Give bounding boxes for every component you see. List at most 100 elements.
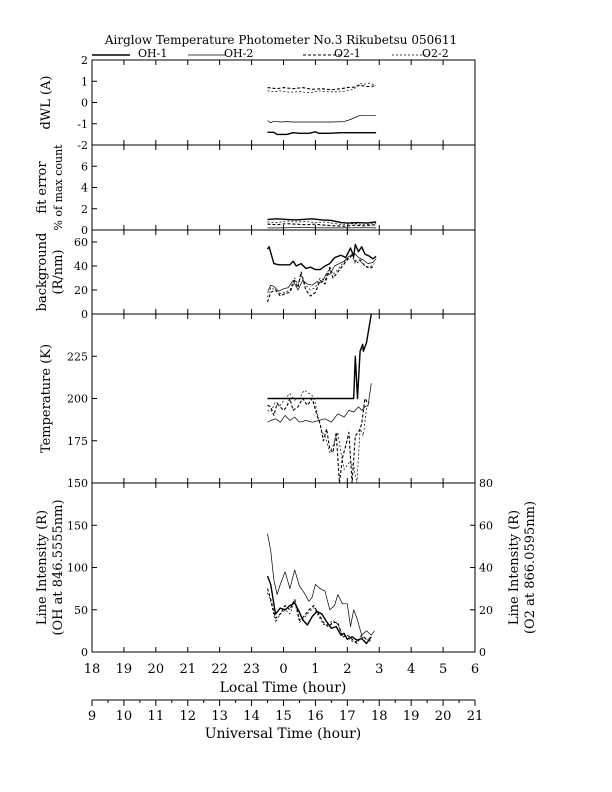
x-tick-label-local: 19 [116,662,133,677]
series-line-o2-1 [267,84,377,91]
x-tick-label-local: 5 [439,662,447,677]
series-line-o2-2 [267,220,377,226]
panel-temperature: 225 200 175 150 Temperature (K) [39,313,476,490]
panel-dwl: 2 1 0 -1 -2 dWL (A) [39,54,476,152]
y-tick-label: 0 [81,308,88,321]
y-tick-label: 20 [74,284,88,297]
x-tick-label-local: 0 [279,662,287,677]
x-tick-label-ut: 12 [179,709,196,724]
x-tick-label-local: 18 [84,662,101,677]
panel-frame [91,59,476,146]
series-line-oh-1 [266,243,377,271]
x-tick-label-ut: 10 [116,709,133,724]
y-tick-label: 225 [67,350,88,363]
figure-title: Airglow Temperature Photometer No.3 Riku… [104,33,457,47]
series-line-oh-1 [266,575,372,645]
x-tick-label-local: 6 [471,662,479,677]
panel-fit_error: 6 4 2 0 fit error% of max count [35,144,476,237]
legend-label-2: O2-1 [334,47,361,60]
x-tick-label-local: 23 [243,662,260,677]
y2-tick-label: 60 [479,519,493,532]
x-axis-label-local: Local Time (hour) [220,680,347,696]
x-tick-label-ut: 18 [371,709,388,724]
x-tick-label-ut: 20 [435,709,452,724]
x-tick-label-ut: 13 [211,709,228,724]
x-tick-label-ut: 11 [148,709,165,724]
x-tick-label-ut: 14 [243,709,260,724]
x-tick-label-local: 2 [343,662,351,677]
y-axis-label-2: (OH at 846.5555nm) [51,499,66,635]
y-axis-label: dWL (A) [39,76,54,130]
legend: OH-1 OH-2 O2-1 O2-2 [92,47,449,60]
series-line-oh-2 [267,533,375,636]
y-tick-label: -2 [77,139,88,152]
panel-background: 60 40 20 0 background (R/nm) [35,229,476,321]
series-line-oh-2 [267,253,377,293]
y-axis-label: Line Intensity (R) [35,510,50,625]
y-tick-label: 1 [81,75,88,88]
y-tick-label: 2 [81,54,88,67]
x-tick-label-local: 22 [211,662,228,677]
y2-tick-label: 40 [479,562,493,575]
y-axis-label-2: (R/nm) [51,249,66,294]
y-tick-label: 0 [81,646,88,659]
y-tick-label: 4 [81,182,88,195]
y-tick-label: 150 [67,477,88,490]
x-tick-label-local: 3 [375,662,383,677]
x-axis-label-ut: Universal Time (hour) [205,726,362,742]
y-tick-label: 2 [81,203,88,216]
panel-frame [91,229,476,315]
x-tick-label-local: 1 [311,662,319,677]
series-line-oh-2 [267,114,377,124]
series-line-o2-2 [267,256,375,298]
series-line-oh-1 [267,218,377,224]
series-line-o2-1 [267,223,377,227]
x-tick-label-ut: 16 [307,709,324,724]
legend-label-1: OH-2 [224,47,253,60]
series-line-oh-1 [267,131,377,136]
y-axis-label: background [35,233,50,312]
y-tick-label: 0 [81,97,88,110]
series-line-o2-1 [266,588,372,645]
x-tick-label-local: 4 [407,662,415,677]
y2-tick-label: 20 [479,604,493,617]
y-axis-label-2: % of max count [52,144,65,231]
series-line-oh-1 [267,313,372,400]
y-tick-label: 200 [67,393,88,406]
y2-axis-label-2: (O2 at 866.0595nm) [523,501,538,634]
series-line-o2-2 [267,82,377,94]
x-tick-label-ut: 17 [339,709,356,724]
y-axis-label: fit error [35,161,50,214]
y-tick-label: 6 [81,160,88,173]
panel-frame [91,144,476,231]
legend-label-0: OH-1 [138,47,167,60]
y-tick-label: -1 [77,118,88,131]
x-tick-label-local: 21 [179,662,196,677]
series-line-oh-2 [267,383,372,423]
y-axis-label: Temperature (K) [39,344,54,453]
y2-axis-label: Line Intensity (R) [507,510,522,625]
x-tick-label-ut: 19 [403,709,420,724]
x-tick-label-ut: 15 [275,709,292,724]
series-line-o2-1 [266,253,375,303]
series-line-o2-2 [267,389,371,484]
y2-tick-label: 0 [479,646,486,659]
x-tick-label-ut: 21 [467,709,484,724]
y-tick-label: 50 [74,604,88,617]
panel-frame [91,482,476,653]
y-tick-label: 40 [74,260,88,273]
y-tick-label: 175 [67,435,88,448]
series-line-oh-2 [267,226,377,229]
y-tick-label: 150 [67,519,88,532]
x-tick-label-local: 20 [148,662,165,677]
y-tick-label: 0 [81,224,88,237]
series-line-o2-1 [267,397,369,484]
y-tick-label: 100 [67,562,88,575]
y2-tick-label: 80 [479,477,493,490]
y-tick-label: 60 [74,236,88,249]
series-line-o2-2 [267,592,372,642]
